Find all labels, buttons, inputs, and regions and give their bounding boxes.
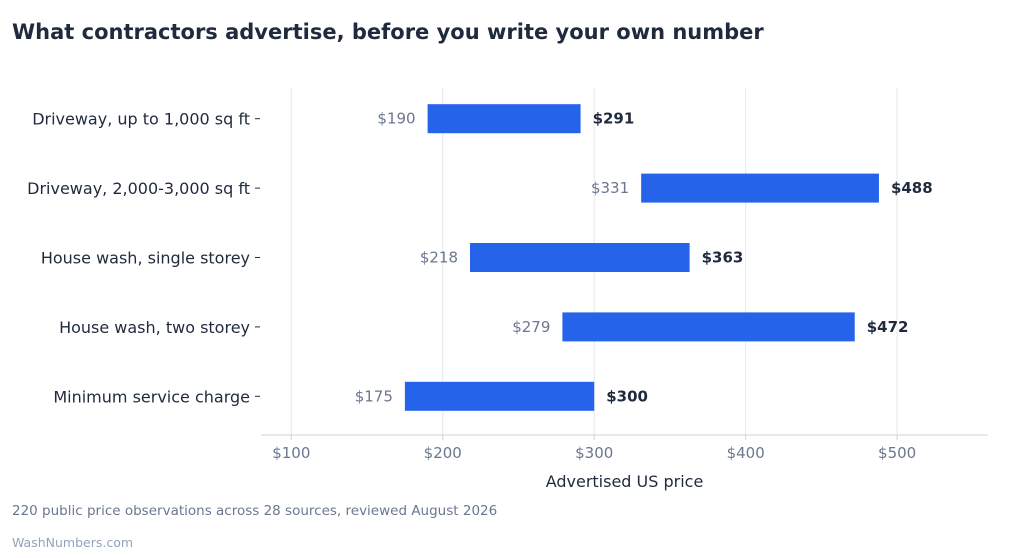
low-value-label: $190 [377, 110, 415, 128]
low-value-label: $218 [420, 249, 458, 267]
range-bar [562, 312, 855, 342]
source-credit: WashNumbers.com [12, 535, 134, 550]
high-value-label: $488 [891, 179, 933, 197]
x-tick-label: $500 [878, 444, 916, 462]
range-bar [470, 243, 690, 272]
x-tick-label: $100 [272, 444, 310, 462]
low-value-label: $175 [355, 387, 393, 405]
x-axis-title: Advertised US price [546, 472, 704, 491]
x-tick-label: $400 [727, 444, 765, 462]
category-label: Driveway, 2,000-3,000 sq ft [27, 179, 250, 198]
x-axis: $100 $200 $300 $400 $500 [255, 118, 988, 462]
range-bar [404, 381, 595, 411]
range-bar [641, 173, 879, 203]
x-tick-label: $300 [575, 444, 613, 462]
high-value-label: $291 [593, 110, 635, 128]
range-bar [427, 104, 581, 134]
high-value-label: $472 [867, 318, 909, 336]
x-tick-label: $200 [424, 444, 462, 462]
bars [404, 104, 879, 411]
category-label: Driveway, up to 1,000 sq ft [32, 110, 250, 129]
low-value-label: $331 [591, 179, 629, 197]
low-value-label: $279 [512, 318, 550, 336]
category-label: Minimum service charge [53, 387, 250, 406]
high-value-label: $363 [702, 249, 744, 267]
high-value-label: $300 [606, 387, 648, 405]
footnote: 220 public price observations across 28 … [12, 503, 498, 519]
category-label: House wash, two storey [59, 318, 250, 337]
category-label: House wash, single storey [41, 249, 250, 268]
chart-title: What contractors advertise, before you w… [12, 20, 764, 44]
labels: Driveway, up to 1,000 sq ft $190 $291 Drive… [27, 110, 933, 407]
